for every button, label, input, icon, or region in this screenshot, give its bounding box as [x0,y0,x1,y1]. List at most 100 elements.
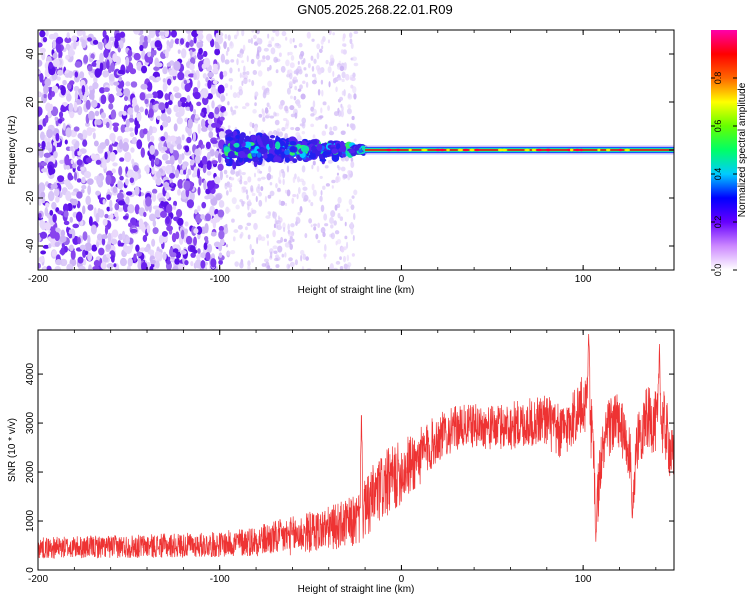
snr-x-tick-label: -200 [28,574,48,585]
heatmap-blob [40,161,48,167]
heatmap-blob [55,36,64,45]
heatmap-blob [44,222,51,231]
heatmap-blob-faint [316,165,320,173]
heatmap-blob-faint [304,73,309,78]
heatmap-blob [41,168,49,173]
heatmap-blob [126,191,133,196]
heatmap-blob-faint [335,86,338,93]
heatmap-blob-faint [339,256,342,261]
heatmap-blob [194,259,202,269]
heatmap-blob [145,164,150,175]
heatmap-blob [112,162,118,167]
heatmap-blob-faint [254,91,259,97]
heatmap-blob [162,82,168,93]
heatmap-blob-faint [241,60,245,64]
heatmap-blob [60,229,66,237]
ridge-speck [569,148,574,152]
heatmap-blob-faint [313,58,317,64]
heatmap-blob-faint [273,257,279,262]
heatmap-blob-faint [275,30,280,37]
heatmap-blob [82,205,86,215]
heatmap-blob-faint [311,79,317,85]
heatmap-blob [185,235,193,245]
heatmap-blob [132,97,138,107]
heatmap-blob [193,108,197,115]
heatmap-blob [208,130,214,139]
heatmap-blob [102,218,108,226]
heatmap-blob-faint [313,223,317,227]
heatmap-blob [150,259,156,265]
heatmap-blob [158,234,164,245]
heatmap-blob [82,249,87,258]
heatmap-blob [99,87,106,94]
heatmap-blob [205,76,209,83]
heatmap-blob-faint [288,232,294,237]
heatmap-blob-faint [311,164,314,170]
heatmap-blob [112,186,118,194]
heatmap-blob [204,213,211,222]
heatmap-blob-faint [317,239,321,244]
heatmap-blob-faint [350,123,356,131]
heatmap-blob [101,234,108,240]
heatmap-blob [38,212,42,219]
heatmap-blob-faint [282,117,288,122]
spectrogram-x-label: Height of straight line (km) [298,285,415,296]
heatmap-blob [179,169,185,176]
heatmap-blob [125,235,130,245]
heatmap-blob [155,177,162,186]
heatmap-band-blob [281,151,286,160]
heatmap-blob [219,170,223,181]
heatmap-blob-faint [272,229,276,238]
heatmap-blob [166,78,172,86]
heatmap-band-blob [284,154,290,159]
heatmap-blob [39,30,46,38]
snr-x-tick-label: 0 [399,574,405,585]
heatmap-blob [193,236,197,246]
heatmap-blob [64,37,72,44]
heatmap-blob [42,244,50,249]
heatmap-blob-faint [247,176,252,183]
heatmap-blob-faint [322,101,327,106]
heatmap-blob-faint [317,222,321,229]
heatmap-blob [64,139,68,145]
heatmap-band-blob [273,156,282,163]
heatmap-blob [104,151,108,160]
heatmap-blob-faint [278,169,282,178]
heatmap-blob-faint [260,176,266,180]
heatmap-blob [150,135,155,143]
snr-y-tick-label: 2000 [25,460,36,483]
heatmap-blob [60,258,68,267]
heatmap-blob [194,209,198,215]
heatmap-blob [64,73,71,78]
heatmap-blob [131,136,138,145]
ridge-speck [624,148,631,152]
heatmap-blob [99,142,107,150]
heatmap-blob-faint [307,62,311,69]
heatmap-blob-faint [333,267,338,270]
heatmap-blob [160,113,168,122]
heatmap-blob [218,230,225,240]
heatmap-blob-faint [224,182,228,190]
heatmap-blob [43,84,49,95]
heatmap-blob-faint [324,223,329,227]
heatmap-blob-faint [300,254,303,262]
heatmap-blob [118,76,123,82]
heatmap-blob [88,110,95,121]
heatmap-blob-faint [248,78,251,83]
heatmap-blob [142,128,148,135]
ridge-speck [462,148,470,152]
heatmap-blob-faint [222,111,228,117]
heatmap-blob [180,101,187,108]
heatmap-blob-faint [281,30,287,37]
heatmap-blob-faint [257,183,261,190]
heatmap-blob-faint [281,127,286,132]
heatmap-band-blob [335,143,341,150]
heatmap-blob-faint [230,106,233,113]
heatmap-blob [184,221,189,227]
heatmap-blob [44,206,49,217]
heatmap-blob [84,90,90,97]
heatmap-band-blob [261,134,270,144]
heatmap-blob [82,30,86,37]
heatmap-blob [104,225,109,235]
heatmap-blob [65,190,72,202]
